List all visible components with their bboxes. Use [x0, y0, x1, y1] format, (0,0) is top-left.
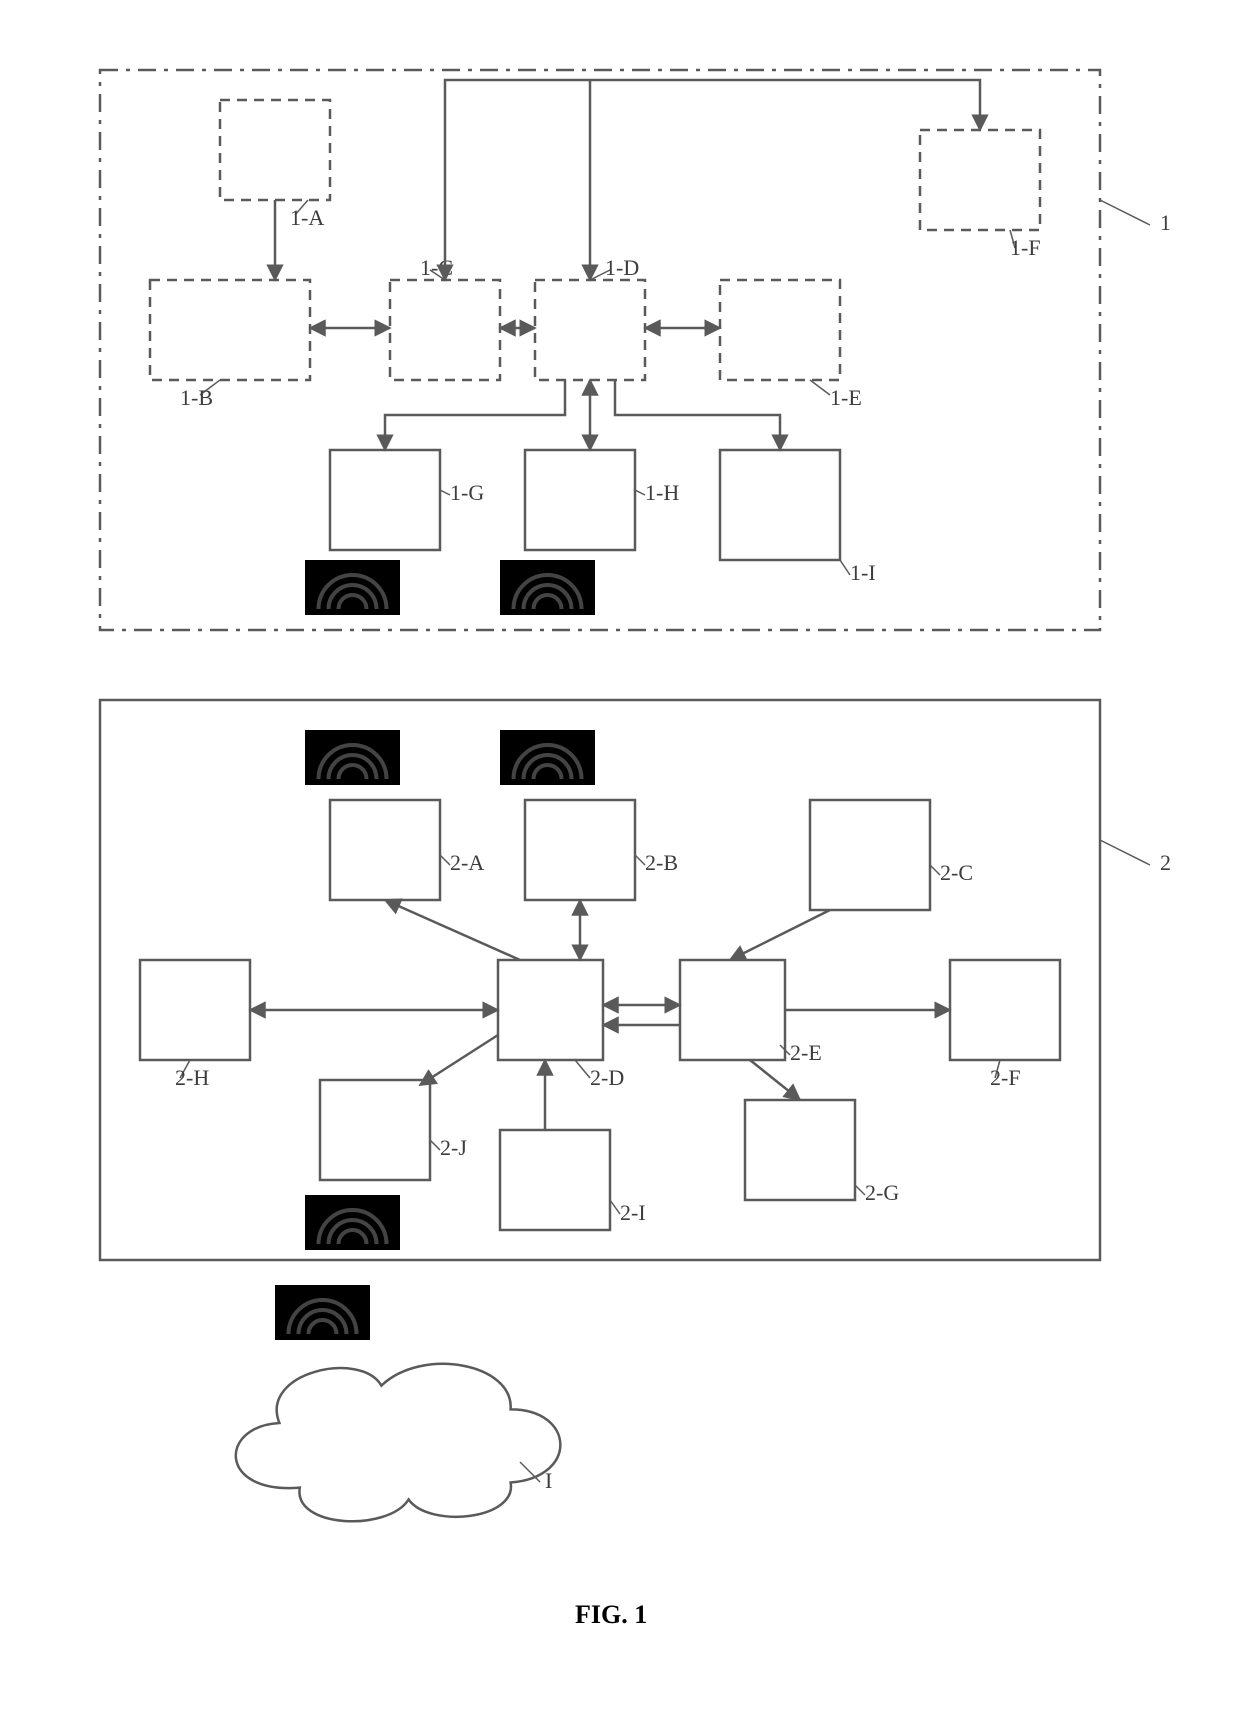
node-n2B	[525, 800, 635, 900]
node-n1E	[720, 280, 840, 380]
node-label: 2-F	[990, 1065, 1021, 1090]
node-n1A	[220, 100, 330, 200]
node-label: 1-A	[290, 205, 324, 230]
edge	[420, 1035, 498, 1085]
node-n2D	[498, 960, 603, 1060]
node-label: 2-C	[940, 860, 973, 885]
edge	[730, 910, 830, 960]
node-n2E	[680, 960, 785, 1060]
page: 1 2 1-A 1-B 1-C 1-D 1-E 1-F 1-G 1-H 1-I 2-A 2-B 2-C 2-…	[0, 0, 1240, 1733]
node-n1F	[920, 130, 1040, 230]
cloud-label: I	[545, 1468, 552, 1493]
node-label: 1-E	[830, 385, 862, 410]
edge	[385, 900, 520, 960]
node-label: 1-G	[450, 480, 484, 505]
node-n1G	[330, 450, 440, 550]
node-n2A	[330, 800, 440, 900]
node-label: 1-D	[605, 255, 639, 280]
node-label: 2-D	[590, 1065, 624, 1090]
node-n2F	[950, 960, 1060, 1060]
edge	[615, 380, 780, 450]
node-n1I	[720, 450, 840, 560]
container-label: 1	[1160, 210, 1171, 235]
edge	[590, 80, 980, 130]
node-label: 1-I	[850, 560, 876, 585]
cloud	[236, 1364, 561, 1521]
node-label: 1-H	[645, 480, 679, 505]
edge	[385, 380, 565, 450]
node-n1B	[150, 280, 310, 380]
node-label: 2-E	[790, 1040, 822, 1065]
node-label: 1-C	[420, 255, 453, 280]
node-label: 2-G	[865, 1180, 899, 1205]
diagram-svg: 1 2 1-A 1-B 1-C 1-D 1-E 1-F 1-G 1-H 1-I 2-A 2-B 2-C 2-…	[0, 0, 1240, 1560]
container-label: 2	[1160, 850, 1171, 875]
node-n2J	[320, 1080, 430, 1180]
node-n2G	[745, 1100, 855, 1200]
node-label: 2-I	[620, 1200, 646, 1225]
node-n1D	[535, 280, 645, 380]
edge	[445, 80, 590, 280]
node-label: 2-J	[440, 1135, 467, 1160]
node-n1H	[525, 450, 635, 550]
node-label: 2-H	[175, 1065, 209, 1090]
node-label: 1-B	[180, 385, 213, 410]
edge	[750, 1060, 800, 1100]
node-label: 1-F	[1010, 235, 1041, 260]
node-n1C	[390, 280, 500, 380]
figure-caption: FIG. 1	[575, 1600, 647, 1630]
node-n2C	[810, 800, 930, 910]
node-label: 2-B	[645, 850, 678, 875]
node-n2I	[500, 1130, 610, 1230]
node-n2H	[140, 960, 250, 1060]
node-label: 2-A	[450, 850, 484, 875]
